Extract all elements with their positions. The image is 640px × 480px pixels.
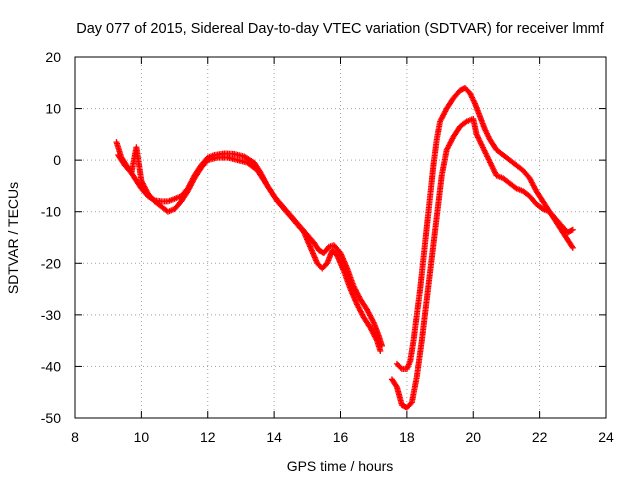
data-point (377, 347, 384, 354)
x-tick-label: 8 (71, 429, 79, 445)
y-tick-label: 10 (45, 101, 61, 117)
grid (75, 57, 606, 418)
data-point (397, 364, 404, 371)
x-tick-label: 12 (200, 429, 216, 445)
ticks: 8 10 12 14 16 18 20 22 24 20 10 0 -10 -20 -30 -40 -50 (41, 49, 614, 445)
x-tick-label: 14 (266, 429, 282, 445)
y-tick-label: -50 (41, 410, 61, 426)
y-tick-label: -40 (41, 358, 61, 374)
x-tick-label: 20 (465, 429, 481, 445)
y-tick-label: -30 (41, 307, 61, 323)
data-point (393, 382, 400, 389)
y-axis-label: SDTVAR / TECUs (5, 182, 21, 294)
y-tick-label: 0 (53, 152, 61, 168)
data-point (569, 244, 576, 251)
x-tick-label: 22 (532, 429, 548, 445)
y-tick-label: 20 (45, 49, 61, 65)
y-tick-label: -20 (41, 255, 61, 271)
y-tick-label: -10 (41, 204, 61, 220)
x-tick-label: 24 (598, 429, 614, 445)
x-axis-label: GPS time / hours (287, 458, 394, 474)
x-tick-label: 16 (333, 429, 349, 445)
data-point (569, 226, 576, 233)
x-tick-label: 18 (399, 429, 415, 445)
data-point (568, 243, 575, 250)
x-tick-label: 10 (134, 429, 150, 445)
data-points (113, 84, 576, 411)
chart-title: Day 077 of 2015, Sidereal Day-to-day VTE… (76, 21, 605, 37)
